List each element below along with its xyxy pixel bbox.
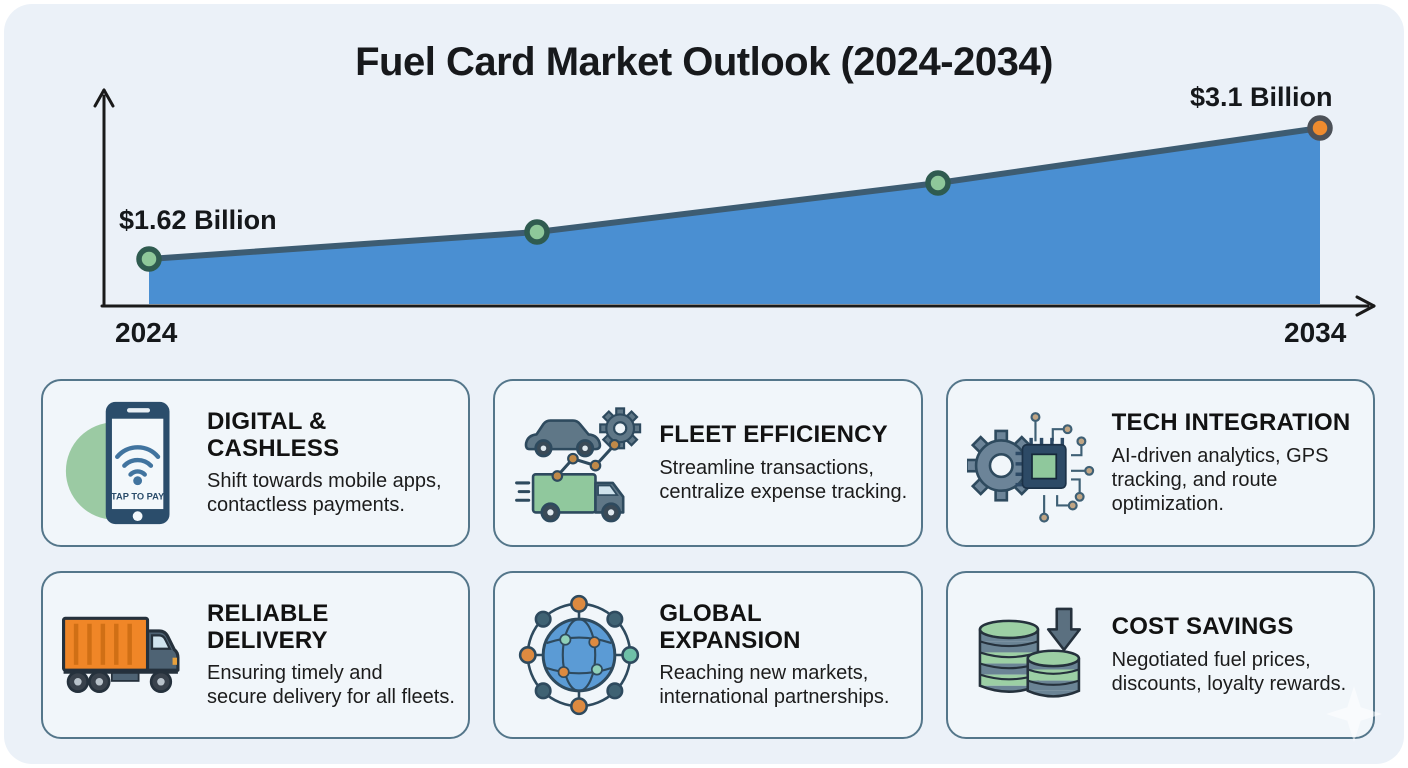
card-reliable-delivery: RELIABLE DELIVERY Ensuring timely and se…: [41, 571, 471, 739]
card-cost-savings: COST SAVINGS Negotiated fuel prices, dis…: [945, 571, 1375, 739]
cargo-truck-icon: [59, 581, 195, 729]
data-point-2024: [136, 246, 162, 272]
end-value-label: $3.1 Billion: [1190, 82, 1333, 112]
x-axis-start-tick: 2024: [115, 317, 178, 348]
card-description: Negotiated fuel prices, discounts, loyal…: [1111, 648, 1347, 695]
card-description: Reaching new markets, international part…: [659, 662, 890, 709]
card-description: Ensuring timely and secure delivery for …: [207, 662, 455, 709]
trend-line: [146, 125, 1323, 262]
data-point-mid-1: [524, 219, 550, 245]
card-global-expansion: GLOBAL EXPANSION Reaching new markets, i…: [493, 571, 923, 739]
card-title: FLEET EFFICIENCY: [659, 421, 888, 449]
card-title: GLOBAL EXPANSION: [659, 599, 801, 654]
gear-microchip-icon: [964, 389, 1100, 537]
tap-to-pay-label: TAP TO PAY: [111, 491, 165, 501]
infographic-panel: Fuel Card Market Outlook (2024-2034) $1.…: [4, 4, 1404, 764]
tap-to-pay-phone-icon: TAP TO PAY: [59, 389, 195, 537]
card-title: DIGITAL & CASHLESS: [207, 407, 340, 462]
card-tech-integration: TECH INTEGRATION AI-driven analytics, GP…: [945, 379, 1375, 547]
start-value-label: $1.62 Billion: [119, 205, 277, 235]
x-axis: [100, 295, 1376, 317]
feature-cards-grid: TAP TO PAY DIGITAL & CASHLESS Shift towa…: [41, 379, 1375, 739]
y-axis: [93, 88, 115, 308]
card-fleet-efficiency: FLEET EFFICIENCY Streamline transactions…: [493, 379, 923, 547]
fleet-vehicles-icon: [511, 389, 647, 537]
card-description: Streamline transactions, centralize expe…: [659, 456, 908, 503]
data-point-2034: [1307, 115, 1333, 141]
card-title: COST SAVINGS: [1111, 613, 1294, 641]
card-description: Shift towards mobile apps, contactless p…: [207, 470, 442, 517]
market-growth-area-chart: [93, 88, 1376, 317]
data-point-mid-2: [925, 170, 951, 196]
coins-savings-icon: [964, 581, 1100, 729]
globe-network-icon: [511, 581, 647, 729]
card-title: TECH INTEGRATION: [1111, 409, 1351, 437]
x-axis-end-tick: 2034: [1284, 317, 1347, 348]
card-digital-cashless: TAP TO PAY DIGITAL & CASHLESS Shift towa…: [41, 379, 471, 547]
card-description: AI-driven analytics, GPS tracking, and r…: [1111, 444, 1329, 515]
page-title: Fuel Card Market Outlook (2024-2034): [355, 40, 1053, 84]
card-title: RELIABLE DELIVERY: [207, 599, 329, 654]
